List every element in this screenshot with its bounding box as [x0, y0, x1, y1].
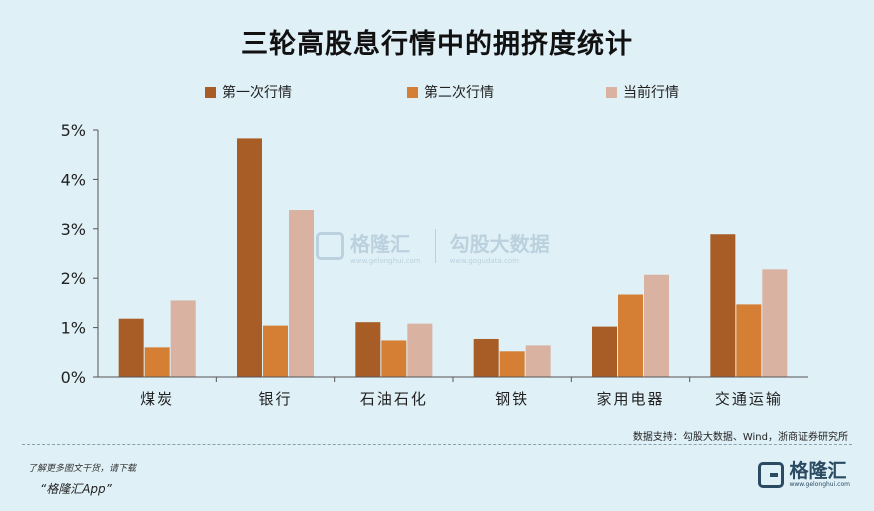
y-tick-label: 0% — [61, 368, 86, 387]
bar-1-2 — [237, 138, 262, 377]
legend-swatch-series-3 — [606, 86, 617, 98]
chart-title: 三轮高股息行情中的拥挤度统计 — [241, 29, 633, 60]
y-tick-label: 1% — [61, 319, 86, 338]
footer-brand: 格隆汇 www.gelonghui.com — [758, 462, 850, 488]
bar-1-5 — [592, 326, 617, 377]
bar-2-3 — [381, 340, 407, 377]
y-tick-label: 2% — [61, 269, 86, 288]
bar-1-3 — [355, 322, 381, 377]
legend-item-series-1: 第一次行情 — [205, 82, 292, 102]
x-axis: 煤炭 银行 石油石化 钢铁 家用电器 交通运输 — [98, 376, 808, 408]
x-tick-label: 煤炭 — [140, 390, 174, 408]
x-tick-label: 家用电器 — [596, 390, 664, 408]
bar-3-6 — [762, 269, 788, 377]
bar-2-5 — [618, 294, 643, 377]
bar-2-1 — [144, 347, 170, 377]
bar-3-3 — [407, 323, 433, 377]
bar-3-1 — [170, 300, 196, 377]
bar-chart: 0% 1% 2% 3% 4% 5% 煤炭 银行 石油石化 钢铁 家用电器 交通运输 — [61, 121, 808, 408]
y-tick-label: 4% — [61, 170, 86, 189]
bars — [118, 138, 788, 377]
footer-brand-name: 格隆汇 — [789, 460, 847, 482]
y-tick-label: 5% — [61, 121, 86, 140]
legend-item-series-3: 当前行情 — [606, 82, 679, 102]
legend-swatch-series-2 — [407, 86, 418, 98]
promo-line-1: 了解更多图文干货，请下载 — [28, 464, 137, 474]
x-tick-label: 交通运输 — [715, 390, 783, 408]
bar-3-2 — [289, 210, 314, 377]
legend-label-series-1: 第一次行情 — [222, 85, 292, 101]
bar-1-1 — [118, 318, 144, 377]
footer-brand-url: www.gelonghui.com — [789, 481, 850, 488]
legend-label-series-2: 第二次行情 — [424, 85, 494, 101]
x-tick-label: 钢铁 — [495, 390, 529, 408]
bar-3-5 — [644, 274, 669, 377]
x-tick-label: 石油石化 — [360, 390, 428, 408]
legend-swatch-series-1 — [205, 86, 216, 98]
x-tick-label: 银行 — [258, 390, 292, 408]
brand-logo-icon — [758, 462, 785, 488]
legend-label-series-3: 当前行情 — [623, 85, 679, 101]
footer-divider — [22, 444, 852, 445]
bar-3-4 — [525, 345, 551, 377]
bar-1-6 — [710, 234, 736, 377]
bar-2-4 — [499, 351, 525, 377]
bar-2-6 — [736, 304, 762, 377]
legend: 第一次行情 第二次行情 当前行情 — [0, 82, 874, 104]
bar-2-2 — [263, 325, 288, 377]
source-note: 数据支持：勾股大数据、Wind，浙商证券研究所 — [632, 432, 848, 443]
y-tick-label: 3% — [61, 220, 86, 239]
y-axis: 0% 1% 2% 3% 4% 5% — [61, 121, 99, 387]
promo-line-2: “格隆汇App” — [40, 482, 112, 496]
legend-item-series-2: 第二次行情 — [407, 82, 494, 102]
bar-1-4 — [473, 338, 499, 377]
